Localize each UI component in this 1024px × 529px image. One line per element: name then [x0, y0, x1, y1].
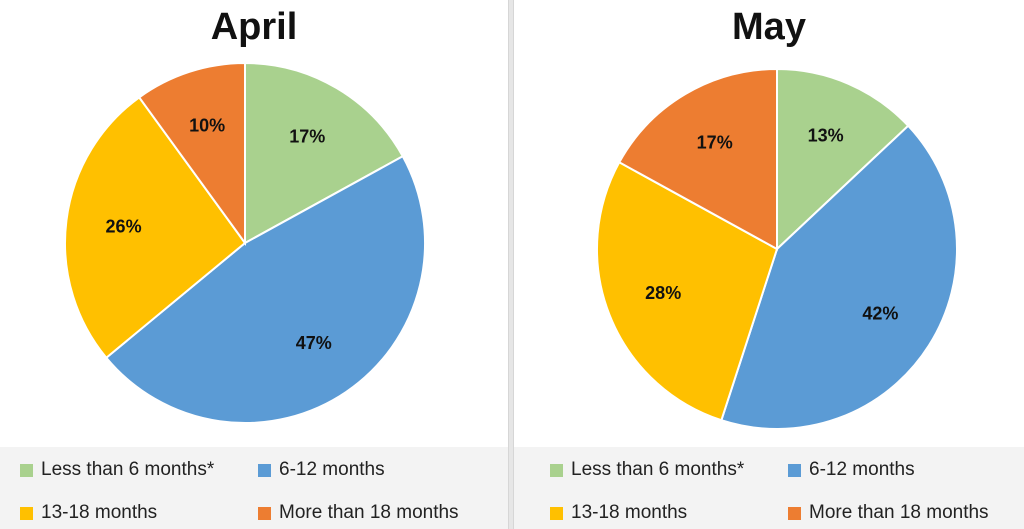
- legend-label: More than 18 months: [809, 502, 989, 523]
- data-label: 13%: [808, 125, 844, 145]
- legend-label: 13-18 months: [41, 502, 158, 523]
- legend-label: Less than 6 months*: [571, 459, 745, 480]
- legend-label: 6-12 months: [279, 459, 385, 480]
- april-chart-panel: April 17% 47% 26% 10% Less than 6 months* 6…: [0, 0, 508, 529]
- slice-6-12: [720, 124, 958, 430]
- legend-item-6-12: 6-12 months: [258, 459, 385, 481]
- may-chart-panel: May 13% 42% 28% 17% Less than 6 months* 6-1…: [514, 0, 1024, 529]
- legend-swatch: [788, 506, 801, 520]
- legend-item-6-12: 6-12 months: [788, 459, 915, 481]
- legend-swatch: [258, 463, 271, 477]
- legend-swatch: [20, 463, 33, 477]
- legend-swatch: [550, 506, 563, 520]
- panel-divider: [508, 0, 514, 529]
- legend-swatch: [550, 463, 563, 477]
- data-label: 10%: [189, 115, 225, 135]
- legend-item-less-than-6: Less than 6 months*: [20, 459, 214, 481]
- data-label: 42%: [862, 303, 898, 323]
- legend-item-13-18: 13-18 months: [550, 502, 687, 524]
- slice-less-than-6: [244, 61, 405, 245]
- slice-more-than-18: [617, 67, 778, 251]
- april-legend: Less than 6 months* 6-12 months 13-18 mo…: [0, 447, 508, 529]
- legend-label: Less than 6 months*: [41, 459, 215, 480]
- slice-more-than-18: [137, 61, 246, 247]
- legend-label: 6-12 months: [809, 459, 915, 480]
- slice-13-18: [596, 160, 779, 422]
- legend-label: More than 18 months: [279, 502, 459, 523]
- may-pie-chart: 13% 42% 28% 17%: [596, 67, 958, 430]
- data-label: 17%: [289, 126, 325, 146]
- chart-title: April: [210, 6, 298, 48]
- slice-13-18: [64, 95, 247, 360]
- slice-less-than-6: [776, 67, 910, 252]
- legend-swatch: [788, 463, 801, 477]
- data-label: 26%: [106, 216, 142, 236]
- chart-title: May: [732, 6, 806, 48]
- legend-label: 13-18 months: [571, 502, 688, 523]
- legend-swatch: [20, 506, 33, 520]
- legend-item-less-than-6: Less than 6 months*: [550, 459, 744, 481]
- data-label: 47%: [296, 333, 332, 353]
- data-label: 17%: [697, 132, 733, 152]
- may-legend: Less than 6 months* 6-12 months 13-18 mo…: [514, 447, 1024, 529]
- legend-item-13-18: 13-18 months: [20, 502, 157, 524]
- legend-swatch: [258, 506, 271, 520]
- legend-item-more-than-18: More than 18 months: [788, 502, 989, 524]
- data-label: 28%: [645, 283, 681, 303]
- legend-item-more-than-18: More than 18 months: [258, 502, 459, 524]
- slice-6-12: [104, 154, 427, 424]
- april-pie-chart: 17% 47% 26% 10%: [64, 61, 427, 424]
